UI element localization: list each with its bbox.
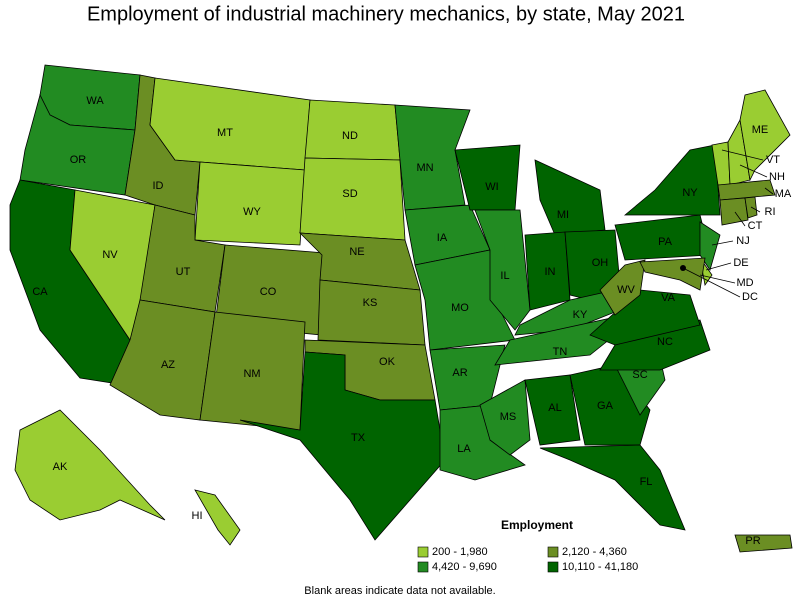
state-label: SC: [632, 369, 647, 381]
states: [9, 64, 793, 553]
state-label: MI: [557, 209, 569, 221]
leader-line: [739, 164, 768, 178]
state-labels: WA OR CA NV ID MT WY UT CO AZ NM ND SD NE KS OK TX MN IA MO…: [32, 95, 792, 547]
state-label: AK: [53, 461, 68, 473]
state-label: HI: [192, 510, 203, 522]
state-shape: [534, 159, 606, 236]
state-shape: [623, 144, 721, 216]
state-label: OH: [592, 257, 609, 269]
legend-swatch: [417, 561, 429, 573]
leader-line: [721, 149, 764, 161]
legend-swatch: [417, 546, 429, 558]
state-label: WV: [617, 284, 635, 296]
state-label: MD: [736, 277, 753, 289]
title: Employment of industrial machinery mecha…: [87, 3, 685, 25]
state-label: WA: [86, 95, 104, 107]
leader-line: [734, 211, 746, 227]
state-label: PR: [745, 535, 760, 547]
state-label: NC: [657, 336, 673, 348]
state-shape: [14, 409, 166, 521]
state-label: AZ: [161, 359, 175, 371]
state-shape: [744, 196, 758, 219]
state-label: MT: [217, 127, 233, 139]
state-label: IN: [545, 266, 556, 278]
state-label: NH: [769, 171, 785, 183]
state-shape: [239, 351, 446, 541]
legend-label: 10,110 - 41,180: [562, 561, 638, 573]
state-label: IL: [500, 270, 509, 282]
leader-line: [711, 240, 734, 246]
state-label: MN: [416, 162, 433, 174]
leader-line: [682, 267, 741, 298]
leader-line: [705, 262, 732, 271]
state-label: KS: [363, 297, 378, 309]
legend-label: 4,420 - 9,690: [432, 561, 497, 573]
state-label: VA: [661, 292, 676, 304]
footnote: Blank areas indicate data not available.: [304, 585, 495, 597]
state-shape: [539, 444, 686, 531]
state-label: CO: [260, 286, 277, 298]
state-label: ID: [153, 180, 164, 192]
legend-swatch: [547, 546, 559, 558]
leader-line: [764, 187, 774, 195]
state-label: UT: [176, 266, 191, 278]
state-shape: [717, 179, 776, 201]
legend-swatch: [547, 561, 559, 573]
state-shape: [599, 259, 646, 316]
state-label: VT: [766, 154, 780, 166]
state-label: OK: [379, 356, 396, 368]
state-label: AL: [548, 402, 561, 414]
state-shape: [194, 161, 306, 246]
state-label: OR: [70, 154, 87, 166]
state-label: ND: [342, 130, 358, 142]
state-label: TN: [553, 346, 568, 358]
state-shape: [734, 534, 793, 553]
state-label: SD: [342, 188, 357, 200]
state-shape: [524, 374, 581, 446]
legend-title: Employment: [501, 518, 573, 532]
state-label: RI: [765, 206, 776, 218]
state-shape: [454, 144, 521, 211]
leader-line: [699, 274, 736, 284]
state-label: NV: [102, 249, 118, 261]
state-label: MO: [451, 302, 469, 314]
state-label: PA: [658, 236, 673, 248]
legend-label: 2,120 - 4,360: [562, 546, 627, 558]
state-shape: [149, 77, 311, 171]
state-shape: [719, 197, 749, 226]
state-label: GA: [597, 400, 614, 412]
state-shape: [494, 314, 626, 366]
state-shape: [317, 279, 426, 346]
state-label: AR: [452, 367, 467, 379]
state-label: TX: [351, 432, 366, 444]
state-shape: [194, 489, 241, 546]
legend: 200 - 1,980 2,120 - 4,360 4,420 - 9,690 10,…: [417, 546, 638, 573]
state-label: KY: [573, 309, 588, 321]
state-label: MS: [500, 411, 517, 423]
state-label: DC: [742, 291, 758, 303]
state-label: NE: [349, 246, 364, 258]
state-label: CA: [32, 286, 48, 298]
state-label: NJ: [736, 235, 749, 247]
state-label: LA: [457, 443, 471, 455]
state-label: ME: [752, 124, 769, 136]
state-label: CT: [748, 220, 763, 232]
legend-label: 200 - 1,980: [432, 546, 488, 558]
state-label: WI: [485, 181, 498, 193]
state-shape: [474, 209, 531, 331]
state-label: FL: [640, 476, 653, 488]
state-label: MA: [775, 188, 792, 200]
state-label: DE: [733, 257, 748, 269]
leader-line: [750, 206, 761, 213]
state-label: WY: [243, 206, 261, 218]
state-shape: [479, 379, 531, 456]
state-label: NM: [243, 368, 260, 380]
state-label: IA: [437, 232, 448, 244]
state-shape: [639, 257, 706, 291]
state-label: NY: [682, 187, 698, 199]
dc-marker: [680, 265, 686, 271]
